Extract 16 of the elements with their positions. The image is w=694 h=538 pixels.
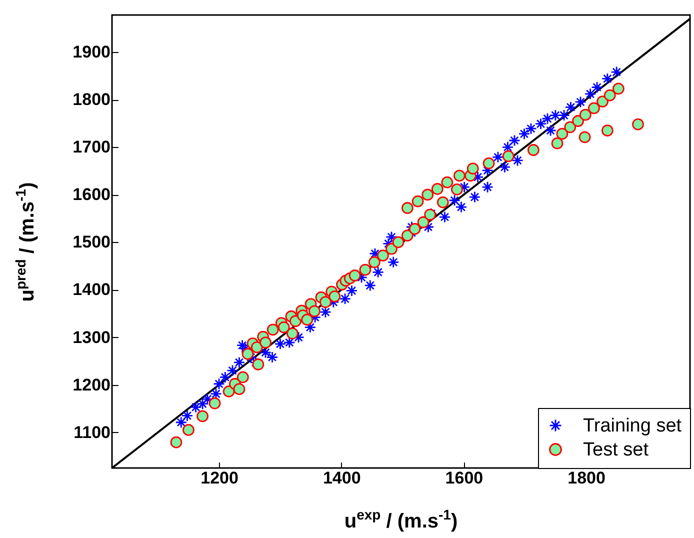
y-tick-label: 1800 [72, 90, 110, 110]
y-tick-label: 1200 [72, 375, 110, 394]
y-tick-label: 1700 [72, 138, 110, 157]
legend-label: Test set [583, 440, 650, 460]
x-tick-label: 1800 [568, 468, 606, 488]
x-tick-label: 1200 [200, 468, 238, 488]
x-tick-label: 1600 [445, 468, 484, 488]
y-tick-label: 1300 [72, 328, 110, 347]
legend-label: Training set [583, 416, 682, 436]
x-tick-label: 1400 [322, 468, 361, 488]
y-tick-label: 1400 [72, 280, 110, 300]
y-tick-label: 1900 [72, 42, 110, 62]
x-axis-title: u$^{exp}$ / (m.s$^{-1}$) [344, 506, 458, 534]
y-tick-label: 1100 [74, 422, 110, 442]
y-tick-label: 1500 [72, 232, 110, 252]
y-tick-label: 1600 [72, 185, 110, 204]
